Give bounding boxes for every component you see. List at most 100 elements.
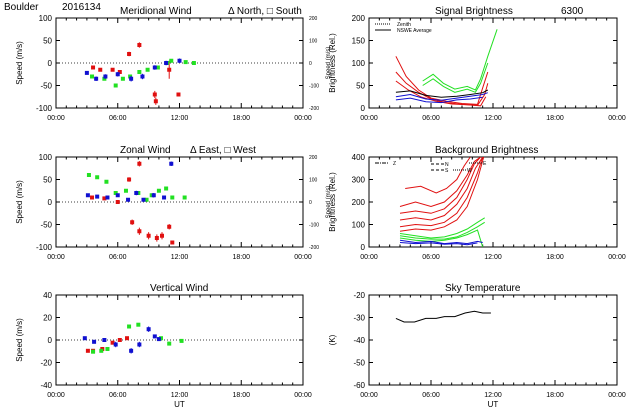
background-xtick-label: 00:00 xyxy=(360,254,378,261)
signal-title: Signal Brightness xyxy=(435,6,513,17)
background-series-red-4 xyxy=(399,157,484,228)
zonal-ytick-label: -100 xyxy=(36,243,53,252)
signal-wavelength: 6300 xyxy=(561,6,584,17)
background-legend-label: N xyxy=(445,162,449,168)
vertical-point-green xyxy=(127,324,132,329)
meridional-point-green xyxy=(183,60,188,65)
background-series-red-3 xyxy=(399,157,484,221)
meridional-ytick-label: 50 xyxy=(43,37,52,46)
background-series-green-3 xyxy=(399,229,484,247)
background-legend-label: Z xyxy=(393,161,396,167)
signal-series-green-2 xyxy=(422,62,489,93)
vertical-xtick-label: 00:00 xyxy=(294,392,312,399)
zonal-point-blue xyxy=(95,194,100,199)
vertical-point-red xyxy=(117,338,122,342)
zonal-xtick-label: 06:00 xyxy=(109,254,127,261)
signal-legend-label: NSWE Average xyxy=(397,28,432,34)
sky-plot-area xyxy=(395,310,491,323)
zonal-point-green xyxy=(156,188,161,193)
zonal-point-blue xyxy=(169,161,174,166)
meridional-xtick-label: 18:00 xyxy=(232,115,250,122)
sky-xtick-label: 12:00 xyxy=(484,392,502,399)
meridional-ytick-label: -100 xyxy=(36,104,53,113)
vertical-point-blue xyxy=(146,327,151,332)
background-series-red-6 xyxy=(405,157,471,194)
zonal-point-blue xyxy=(134,191,139,195)
signal-xtick-label: 12:00 xyxy=(484,115,502,122)
background-series-red-1 xyxy=(399,157,481,208)
vertical-point-red xyxy=(85,348,90,353)
meridional-point-blue xyxy=(152,65,157,70)
meridional-plot-area xyxy=(56,42,303,105)
zonal-ylabel-right: Speed (m/s) xyxy=(326,186,332,219)
meridional-point-red xyxy=(127,52,132,56)
zonal-ytick-right-label: 200 xyxy=(309,155,318,161)
vertical-xtick-label: 18:00 xyxy=(232,392,250,399)
meridional-point-green xyxy=(155,65,160,70)
meridional-point-green xyxy=(113,83,118,88)
signal-ytick-label: 200 xyxy=(352,14,366,23)
meridional-point-green xyxy=(191,61,196,65)
vertical-panel: Vertical Wind 40 20 0 -20 -40 Speed (m/s) 00:00… xyxy=(15,283,312,409)
sky-title: Sky Temperature xyxy=(445,283,521,294)
meridional-point-red xyxy=(110,67,115,72)
zonal-legend: Δ East, □ West xyxy=(190,145,256,156)
vertical-point-green xyxy=(136,322,141,327)
zonal-point-red xyxy=(146,233,151,238)
sky-ytick-label: -30 xyxy=(353,314,365,323)
zonal-point-red xyxy=(90,195,95,200)
zonal-xtick-label: 12:00 xyxy=(171,254,189,261)
meridional-xtick-label: 00:00 xyxy=(47,115,65,122)
vertical-point-blue xyxy=(82,336,87,341)
meridional-ytick-label: 0 xyxy=(48,59,53,68)
vertical-point-blue xyxy=(102,338,107,342)
meridional-point-green xyxy=(128,74,133,79)
vertical-point-blue xyxy=(137,342,142,347)
meridional-xtick-label: 06:00 xyxy=(109,115,127,122)
signal-ytick-label: 0 xyxy=(361,104,366,113)
vertical-xtick-label: 00:00 xyxy=(47,392,65,399)
zonal-point-red xyxy=(137,161,142,166)
zonal-point-red xyxy=(127,177,132,182)
vertical-point-green xyxy=(158,336,163,341)
meridional-point-green xyxy=(102,76,107,81)
meridional-title: Meridional Wind xyxy=(120,6,192,17)
sky-xtick-label: 18:00 xyxy=(546,392,564,399)
vertical-point-red xyxy=(125,336,130,341)
zonal-ytick-right-label: 100 xyxy=(309,178,318,184)
vertical-ytick-label: 40 xyxy=(43,291,52,300)
signal-series-blue-2 xyxy=(395,96,483,104)
background-ytick-label: 200 xyxy=(352,198,366,207)
signal-legend-label: Zenith xyxy=(397,22,411,28)
sky-ytick-label: -50 xyxy=(353,359,365,368)
vertical-ytick-label: 20 xyxy=(43,314,52,323)
background-panel: Background Brightness 400 300 200 100 0 Bright… xyxy=(328,145,626,261)
meridional-ytick-label: -50 xyxy=(40,82,52,91)
signal-ytick-label: 100 xyxy=(352,59,366,68)
background-series-blue-1 xyxy=(399,239,483,245)
sky-ylabel: (K) xyxy=(328,334,337,345)
zonal-point-blue xyxy=(126,197,131,202)
vertical-point-blue xyxy=(129,348,134,353)
background-plot-area xyxy=(399,157,485,247)
background-xtick-label: 06:00 xyxy=(422,254,440,261)
zonal-point-green xyxy=(113,191,118,195)
zonal-point-blue xyxy=(151,193,156,198)
meridional-point-green xyxy=(137,70,142,74)
sky-xlabel: UT xyxy=(488,400,499,409)
zonal-point-blue xyxy=(141,197,146,202)
zonal-point-green xyxy=(170,195,175,200)
zonal-point-green xyxy=(136,191,141,195)
zonal-plot-area xyxy=(56,161,303,245)
zonal-point-green xyxy=(164,186,169,191)
background-series-green-2 xyxy=(399,221,485,240)
meridional-xtick-label: 00:00 xyxy=(294,115,312,122)
vertical-point-blue xyxy=(156,337,161,342)
background-ytick-label: 0 xyxy=(361,243,366,252)
signal-series-blue-1 xyxy=(395,92,488,101)
background-plot-frame xyxy=(368,156,618,248)
meridional-point-blue xyxy=(84,70,89,75)
vertical-point-blue xyxy=(92,339,97,344)
background-ylabel: Brightness (Rel.) xyxy=(328,172,337,232)
zonal-point-red xyxy=(167,224,172,229)
